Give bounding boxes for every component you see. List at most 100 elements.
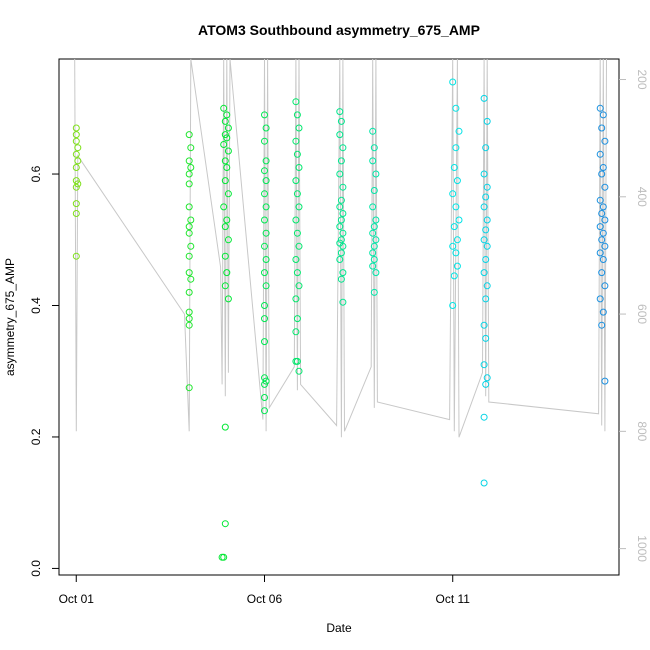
data-point <box>370 144 378 152</box>
data-point <box>221 520 229 528</box>
data-point <box>262 229 270 237</box>
data-point <box>72 124 80 132</box>
data-point <box>293 357 301 365</box>
data-point <box>261 269 268 277</box>
y2-tick-label: 400 <box>635 187 649 207</box>
data-point <box>480 203 488 211</box>
data-point <box>601 242 609 250</box>
data-point <box>598 124 606 132</box>
data-point <box>293 315 301 323</box>
data-point <box>598 170 606 178</box>
data-point <box>480 269 488 277</box>
data-point <box>599 308 607 316</box>
data-point <box>449 242 457 250</box>
data-point <box>369 229 377 237</box>
x-tick-label: Oct 11 <box>435 592 470 606</box>
data-point <box>482 295 490 303</box>
data-point <box>187 275 195 283</box>
data-point <box>601 137 609 145</box>
data-point <box>339 183 347 191</box>
data-point <box>483 242 491 250</box>
data-point <box>262 157 270 165</box>
data-point <box>483 117 491 125</box>
y-tick-label: 0.4 <box>29 297 43 314</box>
data-point <box>449 302 457 309</box>
data-point <box>185 308 193 316</box>
data-point <box>452 203 460 211</box>
data-point <box>221 223 229 231</box>
data-point <box>185 131 193 139</box>
data-point <box>450 223 458 231</box>
data-point <box>74 144 82 152</box>
data-point <box>336 223 344 231</box>
data-point <box>482 144 490 152</box>
data-point <box>295 164 303 171</box>
data-point <box>187 144 195 152</box>
data-point <box>220 141 228 148</box>
x-tick-label: Oct 06 <box>247 592 283 606</box>
data-point <box>598 321 606 329</box>
axis-layer: Oct 01 Oct 06 Oct 11 0.0 0.2 0.4 0.6 200 400 600 8… <box>29 70 649 606</box>
data-point <box>223 134 231 142</box>
data-point <box>453 236 461 244</box>
data-point <box>185 203 193 211</box>
data-point <box>601 216 609 224</box>
data-point <box>295 282 303 290</box>
data-point <box>72 137 80 145</box>
data-point <box>337 275 345 283</box>
data-point <box>261 190 268 198</box>
data-point <box>292 177 300 185</box>
data-point <box>337 249 345 257</box>
data-point <box>221 423 229 431</box>
data-point <box>483 216 491 224</box>
data-point <box>293 229 301 237</box>
data-point <box>293 269 301 277</box>
data-point <box>221 282 229 290</box>
data-point <box>601 183 609 191</box>
data-point <box>483 374 491 382</box>
data-point <box>337 157 345 165</box>
data-point <box>449 190 457 198</box>
data-point <box>337 196 345 204</box>
data-point <box>369 249 377 257</box>
data-point <box>72 177 80 185</box>
data-point <box>261 216 268 224</box>
data-point <box>224 236 232 244</box>
data-point <box>187 216 195 224</box>
data-point <box>224 147 232 155</box>
data-point <box>185 223 193 231</box>
data-point <box>72 164 80 171</box>
data-point <box>339 242 347 250</box>
data-point <box>596 223 604 231</box>
data-point <box>262 256 270 263</box>
data-point <box>261 315 268 323</box>
data-point <box>370 223 378 231</box>
data-point <box>369 127 377 135</box>
y-tick-label: 0.6 <box>29 165 43 182</box>
data-point <box>599 111 607 119</box>
data-point <box>72 131 80 139</box>
data-point <box>455 127 463 135</box>
data-point <box>482 380 490 388</box>
data-point <box>596 150 604 158</box>
data-point <box>220 104 228 112</box>
data-point <box>72 210 80 217</box>
data-point <box>295 367 303 375</box>
data-point <box>599 256 607 263</box>
data-point <box>480 236 488 244</box>
data-point <box>185 252 193 260</box>
data-point <box>74 180 82 188</box>
data-point <box>293 190 301 198</box>
data-point <box>480 361 488 369</box>
data-point <box>337 216 345 224</box>
data-point <box>72 150 80 158</box>
data-point <box>185 269 193 277</box>
data-point <box>221 157 229 165</box>
data-point <box>221 252 229 260</box>
data-point <box>261 302 268 309</box>
data-point <box>596 295 604 303</box>
data-point <box>293 150 301 158</box>
data-point <box>261 407 268 415</box>
data-point <box>185 157 193 165</box>
data-point <box>261 111 268 119</box>
